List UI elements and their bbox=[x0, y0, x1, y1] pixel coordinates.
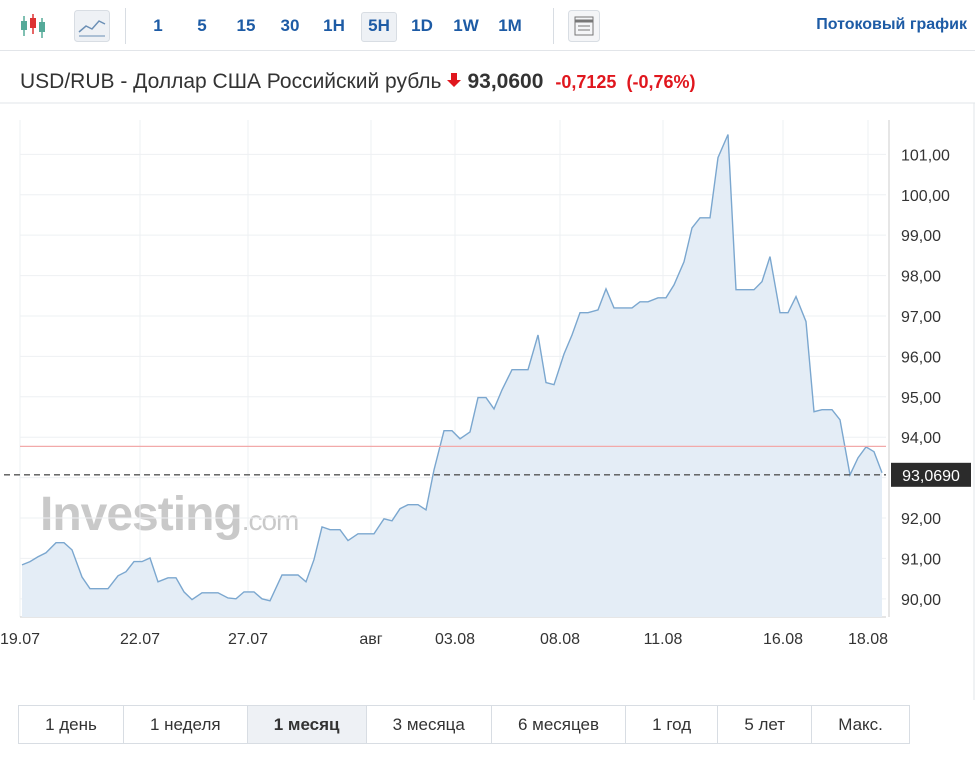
interval-button[interactable]: 15 bbox=[236, 16, 256, 35]
x-tick-label: 16.08 bbox=[763, 631, 803, 648]
y-tick-label: 100,00 bbox=[901, 188, 950, 205]
divider bbox=[0, 50, 975, 51]
last-value-label: 93,0690 bbox=[902, 468, 960, 485]
y-tick-label: 99,00 bbox=[901, 228, 941, 245]
price: 93,0600 bbox=[467, 70, 544, 93]
range-button[interactable]: 1 месяц bbox=[247, 706, 367, 743]
range-button[interactable]: 1 день bbox=[19, 706, 124, 743]
x-tick-label: 22.07 bbox=[120, 631, 160, 648]
change: -0,7125 bbox=[555, 72, 617, 92]
range-bar: 1 день 1 неделя 1 месяц 3 месяца 6 месяцев 1 … bbox=[18, 705, 910, 744]
price-line bbox=[21, 134, 883, 602]
y-tick-label: 101,00 bbox=[901, 147, 950, 164]
instrument-title: USD/RUB - Доллар США Российский рубль bbox=[20, 70, 442, 93]
separator bbox=[553, 8, 554, 44]
range-button[interactable]: 5 лет bbox=[718, 706, 813, 743]
x-tick-label: 18.08 bbox=[848, 631, 888, 648]
area-fill bbox=[22, 134, 882, 617]
last-value-box bbox=[891, 462, 971, 487]
interval-button[interactable]: 1 bbox=[153, 16, 163, 35]
interval-button[interactable]: 1M bbox=[498, 16, 522, 35]
change-pct: (-0,76%) bbox=[626, 72, 696, 92]
candle-icon[interactable] bbox=[18, 12, 48, 40]
range-button[interactable]: 6 месяцев bbox=[492, 706, 627, 743]
stream-link[interactable]: Потоковый график bbox=[816, 16, 967, 33]
y-tick-label: 98,00 bbox=[901, 269, 941, 286]
y-tick-label: 91,00 bbox=[901, 551, 941, 568]
range-button[interactable]: 3 месяца bbox=[367, 706, 492, 743]
interval-button[interactable]: 30 bbox=[280, 16, 300, 35]
y-tick-label: 97,00 bbox=[901, 309, 941, 326]
range-button[interactable]: 1 год bbox=[626, 706, 719, 743]
x-tick-label: 19.07 bbox=[0, 631, 40, 648]
watermark-brand: Investing bbox=[40, 488, 242, 541]
x-tick-label: 03.08 bbox=[435, 631, 475, 648]
quote-header: USD/RUB - Доллар США Российский рубль 93… bbox=[20, 70, 695, 94]
range-button[interactable]: 1 неделя bbox=[124, 706, 248, 743]
y-tick-label: 92,00 bbox=[901, 511, 941, 528]
interval-button[interactable]: 1W bbox=[453, 16, 479, 35]
watermark: Investing.com bbox=[40, 488, 298, 541]
x-tick-label: 11.08 bbox=[644, 631, 683, 648]
interval-button[interactable]: 5H bbox=[361, 12, 397, 42]
interval-button[interactable]: 1D bbox=[411, 16, 433, 35]
x-tick-label: авг bbox=[359, 631, 382, 648]
chart: Investing.com 90,0091,0092,0093,0094,009… bbox=[0, 102, 975, 700]
y-tick-label: 95,00 bbox=[901, 390, 941, 407]
x-tick-label: 08.08 bbox=[540, 631, 580, 648]
separator bbox=[125, 8, 126, 44]
y-tick-label: 96,00 bbox=[901, 349, 941, 366]
y-tick-label: 94,00 bbox=[901, 430, 941, 447]
interval-button[interactable]: 5 bbox=[197, 16, 207, 35]
table-icon[interactable] bbox=[568, 10, 600, 42]
x-tick-label: 27.07 bbox=[228, 631, 268, 648]
range-button[interactable]: Макс. bbox=[838, 715, 883, 734]
y-tick-label: 90,00 bbox=[901, 592, 941, 609]
down-arrow bbox=[447, 73, 462, 87]
line-icon[interactable] bbox=[74, 10, 110, 42]
watermark-suffix: .com bbox=[242, 505, 299, 536]
interval-button[interactable]: 1H bbox=[323, 16, 345, 35]
